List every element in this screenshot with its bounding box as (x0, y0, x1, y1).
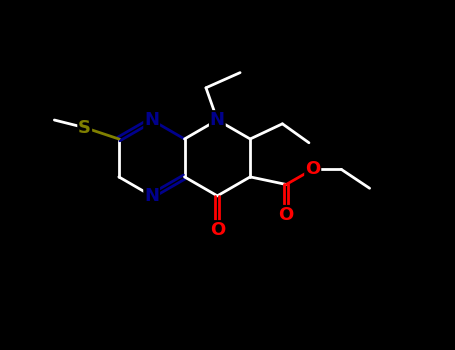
Text: O: O (305, 160, 320, 178)
Text: N: N (144, 111, 159, 129)
Text: O: O (210, 221, 225, 239)
Text: S: S (78, 119, 91, 136)
Text: N: N (210, 111, 225, 129)
Text: O: O (278, 206, 294, 224)
Text: N: N (144, 187, 159, 205)
